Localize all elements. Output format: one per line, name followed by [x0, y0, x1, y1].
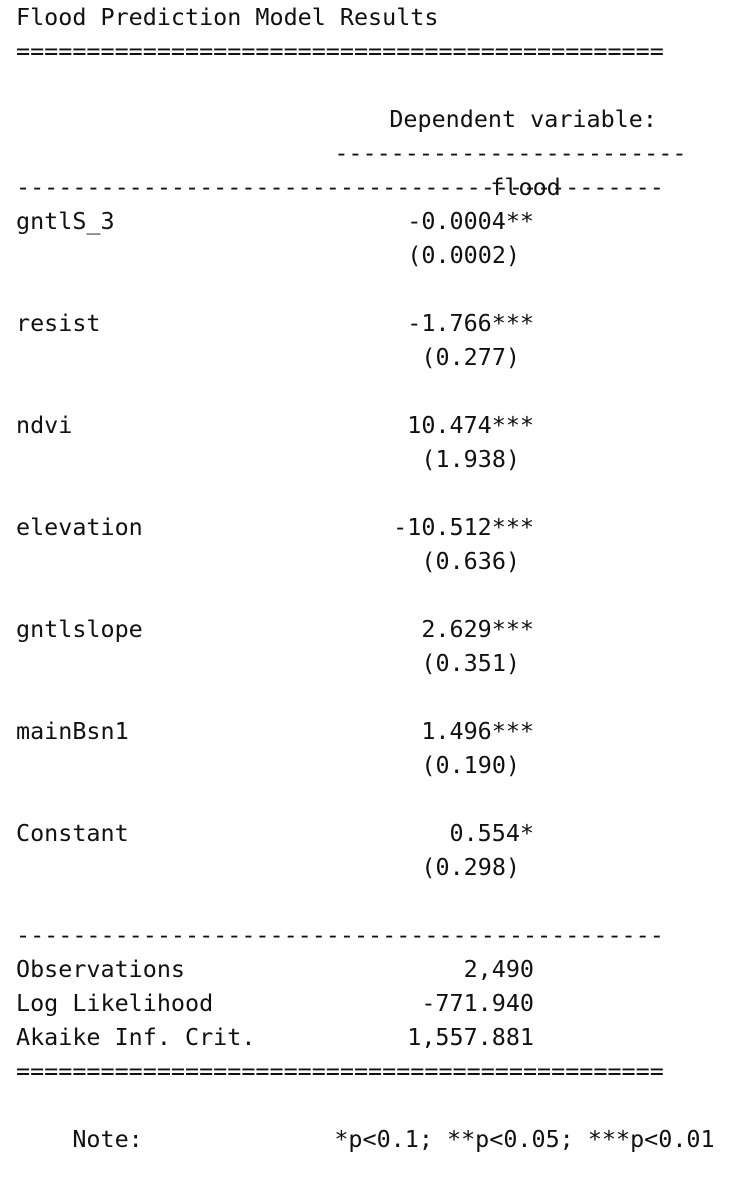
coefficient-estimate: 2.629***	[421, 615, 534, 643]
standard-error-row: (0.298)	[16, 850, 715, 884]
standard-error: (0.298)	[421, 853, 520, 881]
standard-error-row: (0.190)	[16, 748, 715, 782]
dependent-variable-name: flood	[490, 173, 561, 201]
spacer-row	[16, 884, 715, 918]
coefficient-estimate: -10.512***	[393, 513, 534, 541]
statistics-single-rule: ----------------------------------------…	[16, 921, 664, 949]
variable-name: resist	[16, 309, 101, 337]
coefficient-estimate: 0.554*	[449, 819, 535, 847]
variable-name: mainBsn1	[16, 717, 129, 745]
dependent-variable-rule-row: -------------------------	[16, 102, 715, 167]
standard-error: (0.0002)	[407, 241, 520, 269]
coefficient-estimate: -1.766***	[407, 309, 534, 337]
variable-name: Constant	[16, 819, 129, 847]
coefficient-estimate: 10.474***	[407, 411, 534, 439]
coefficient-row: elevation -10.512***	[16, 510, 715, 544]
statistic-row: Observations 2,490	[16, 952, 715, 986]
statistic-value: 2,490	[463, 955, 534, 983]
coefficient-row: gntlslope 2.629***	[16, 612, 715, 646]
header-single-rule: ----------------------------------------…	[16, 173, 664, 201]
standard-error-row: (0.277)	[16, 340, 715, 374]
bottom-double-rule: ========================================…	[16, 1057, 664, 1085]
statistic-row: Log Likelihood -771.940	[16, 986, 715, 1020]
spacer-row	[16, 476, 715, 510]
spacer-row	[16, 578, 715, 612]
coefficient-row: ndvi 10.474***	[16, 408, 715, 442]
coefficient-estimate: 1.496***	[421, 717, 534, 745]
dependent-variable-short-rule: -------------------------	[334, 139, 687, 167]
variable-name: gntlS_3	[16, 207, 115, 235]
coefficient-row: Constant 0.554*	[16, 816, 715, 850]
statistic-name: Akaike Inf. Crit.	[16, 1023, 256, 1051]
spacer-row	[16, 782, 715, 816]
statistics-block: Observations 2,490 Log Likelihood -771.940 A…	[16, 952, 715, 1054]
coefficient-row: mainBsn1 1.496***	[16, 714, 715, 748]
dependent-variable-label-row: Dependent variable:	[16, 68, 715, 133]
regression-table: Flood Prediction Model Results =========…	[16, 0, 715, 1153]
top-double-rule: ========================================…	[16, 37, 664, 65]
statistic-name: Log Likelihood	[16, 989, 214, 1017]
dependent-variable-label: Dependent variable:	[389, 105, 657, 133]
standard-error-row: (0.636)	[16, 544, 715, 578]
coefficient-estimate: -0.0004**	[407, 207, 534, 235]
note-text: *p<0.1; **p<0.05; ***p<0.01	[334, 1125, 715, 1153]
dependent-variable-name-row: flood	[16, 136, 715, 201]
standard-error: (0.190)	[421, 751, 520, 779]
spacer-row	[16, 374, 715, 408]
coefficient-row: gntlS_3 -0.0004**	[16, 204, 715, 238]
coefficients-block: gntlS_3 -0.0004** (0.0002) resist -1.766*** (…	[16, 204, 715, 884]
standard-error: (0.277)	[421, 343, 520, 371]
statistic-name: Observations	[16, 955, 185, 983]
spacer-row	[16, 680, 715, 714]
variable-name: elevation	[16, 513, 143, 541]
standard-error: (0.636)	[421, 547, 520, 575]
standard-error-row: (0.351)	[16, 646, 715, 680]
variable-name: gntlslope	[16, 615, 143, 643]
note-row: Note: *p<0.1; **p<0.05; ***p<0.01	[16, 1088, 714, 1153]
table-title: Flood Prediction Model Results	[16, 3, 439, 31]
variable-name: ndvi	[16, 411, 73, 439]
statistic-value: -771.940	[421, 989, 534, 1017]
standard-error: (0.351)	[421, 649, 520, 677]
standard-error-row: (0.0002)	[16, 238, 715, 272]
coefficient-row: resist -1.766***	[16, 306, 715, 340]
standard-error-row: (1.938)	[16, 442, 715, 476]
standard-error: (1.938)	[421, 445, 520, 473]
statistic-value: 1,557.881	[407, 1023, 534, 1051]
statistic-row: Akaike Inf. Crit. 1,557.881	[16, 1020, 715, 1054]
spacer-row	[16, 272, 715, 306]
note-label: Note:	[72, 1125, 143, 1153]
